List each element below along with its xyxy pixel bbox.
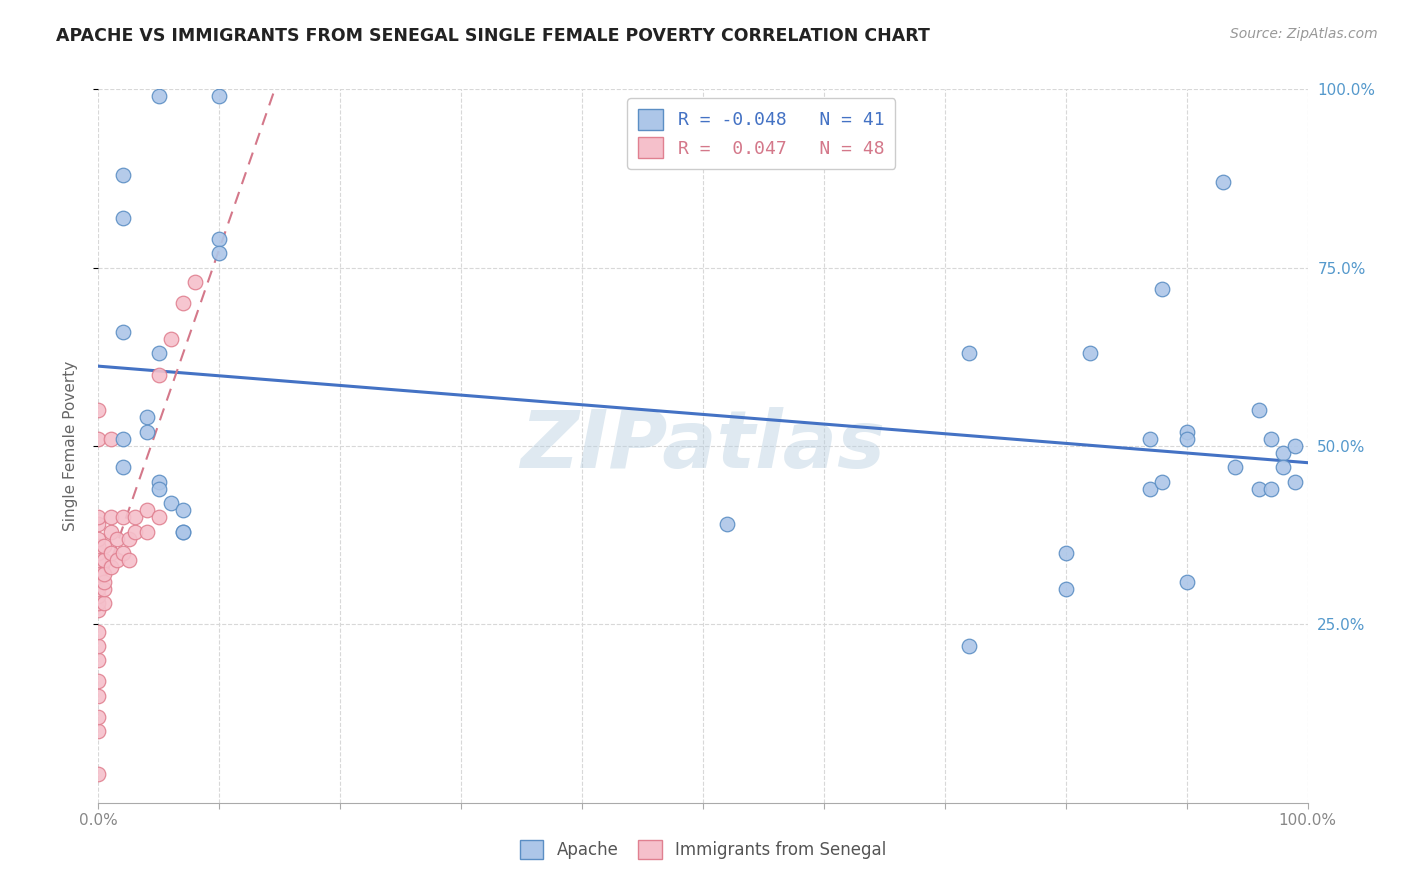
Point — [716, 517, 738, 532]
Y-axis label: Single Female Poverty: Single Female Poverty — [63, 361, 77, 531]
Point — [93, 567, 115, 582]
Point — [87, 710, 110, 724]
Point — [148, 346, 170, 360]
Point — [1139, 432, 1161, 446]
Point — [135, 425, 157, 439]
Point — [1249, 403, 1271, 417]
Point — [87, 553, 110, 567]
Point — [1260, 482, 1282, 496]
Point — [1078, 346, 1101, 360]
Point — [100, 510, 122, 524]
Point — [100, 432, 122, 446]
Point — [87, 603, 110, 617]
Point — [87, 532, 110, 546]
Point — [1175, 425, 1198, 439]
Point — [1260, 432, 1282, 446]
Point — [148, 482, 170, 496]
Point — [87, 653, 110, 667]
Point — [1175, 574, 1198, 589]
Point — [87, 767, 110, 781]
Point — [957, 639, 980, 653]
Point — [1272, 460, 1295, 475]
Point — [87, 624, 110, 639]
Point — [208, 232, 231, 246]
Point — [1139, 482, 1161, 496]
Point — [208, 89, 231, 103]
Point — [100, 560, 122, 574]
Point — [172, 524, 194, 539]
Point — [957, 346, 980, 360]
Point — [148, 368, 170, 382]
Point — [87, 567, 110, 582]
Point — [1054, 582, 1077, 596]
Point — [87, 510, 110, 524]
Point — [93, 582, 115, 596]
Point — [111, 460, 134, 475]
Point — [1212, 175, 1234, 189]
Point — [87, 517, 110, 532]
Point — [87, 639, 110, 653]
Point — [1152, 475, 1174, 489]
Point — [1284, 475, 1306, 489]
Legend: Apache, Immigrants from Senegal: Apache, Immigrants from Senegal — [513, 833, 893, 866]
Point — [1272, 446, 1295, 460]
Point — [100, 524, 122, 539]
Point — [124, 510, 146, 524]
Point — [1054, 546, 1077, 560]
Text: Source: ZipAtlas.com: Source: ZipAtlas.com — [1230, 27, 1378, 41]
Point — [111, 546, 134, 560]
Point — [93, 596, 115, 610]
Point — [87, 674, 110, 689]
Point — [111, 510, 134, 524]
Point — [135, 524, 157, 539]
Point — [172, 296, 194, 310]
Point — [87, 582, 110, 596]
Point — [148, 510, 170, 524]
Point — [87, 589, 110, 603]
Text: ZIPatlas: ZIPatlas — [520, 407, 886, 485]
Point — [1223, 460, 1246, 475]
Point — [160, 332, 183, 346]
Point — [93, 539, 115, 553]
Text: APACHE VS IMMIGRANTS FROM SENEGAL SINGLE FEMALE POVERTY CORRELATION CHART: APACHE VS IMMIGRANTS FROM SENEGAL SINGLE… — [56, 27, 931, 45]
Point — [160, 496, 183, 510]
Point — [111, 211, 134, 225]
Point — [135, 410, 157, 425]
Point — [208, 246, 231, 260]
Point — [93, 553, 115, 567]
Point — [87, 546, 110, 560]
Point — [184, 275, 207, 289]
Point — [124, 524, 146, 539]
Point — [172, 524, 194, 539]
Point — [148, 89, 170, 103]
Point — [93, 574, 115, 589]
Point — [111, 168, 134, 182]
Point — [111, 432, 134, 446]
Point — [87, 724, 110, 739]
Point — [1175, 432, 1198, 446]
Point — [148, 475, 170, 489]
Point — [87, 403, 110, 417]
Point — [87, 539, 110, 553]
Point — [87, 689, 110, 703]
Point — [105, 553, 128, 567]
Point — [135, 503, 157, 517]
Point — [100, 546, 122, 560]
Point — [118, 532, 141, 546]
Point — [1284, 439, 1306, 453]
Point — [1152, 282, 1174, 296]
Point — [87, 432, 110, 446]
Point — [87, 567, 110, 582]
Point — [87, 596, 110, 610]
Point — [111, 325, 134, 339]
Point — [105, 532, 128, 546]
Point — [172, 503, 194, 517]
Point — [118, 553, 141, 567]
Point — [1249, 482, 1271, 496]
